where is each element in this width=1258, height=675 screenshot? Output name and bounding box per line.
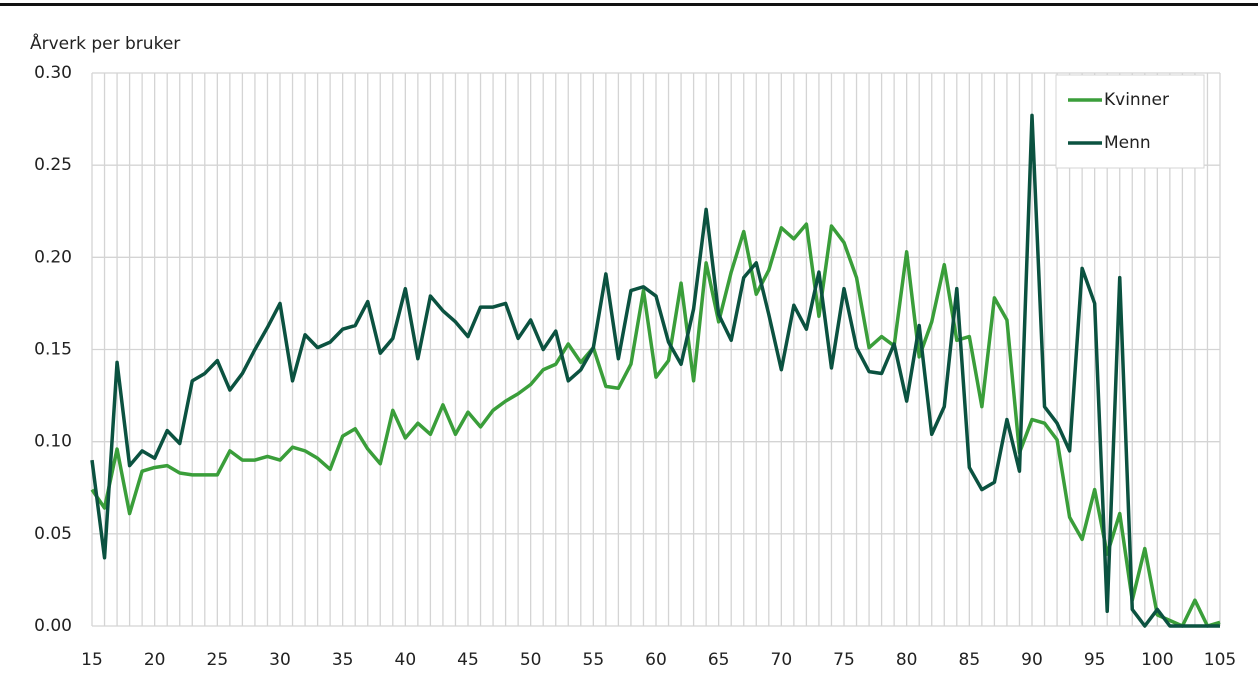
legend-label: Menn	[1104, 133, 1151, 153]
x-tick-label: 55	[583, 650, 605, 670]
x-tick-label: 40	[395, 650, 417, 670]
x-tick-label: 20	[144, 650, 166, 670]
x-tick-label: 90	[1021, 650, 1043, 670]
legend-label: Kvinner	[1104, 90, 1169, 110]
legend-box	[1055, 74, 1205, 169]
x-tick-label: 65	[708, 650, 730, 670]
y-tick-label: 0.10	[34, 432, 72, 452]
x-tick-label: 75	[833, 650, 855, 670]
x-tick-label: 30	[269, 650, 291, 670]
x-tick-label: 85	[959, 650, 981, 670]
x-tick-label: 15	[81, 650, 103, 670]
x-tick-label: 50	[520, 650, 542, 670]
x-tick-label: 45	[457, 650, 479, 670]
y-tick-label: 0.20	[34, 247, 72, 267]
x-tick-label: 95	[1084, 650, 1106, 670]
x-tick-label: 80	[896, 650, 918, 670]
line	[90, 113, 1220, 628]
y-tick-label: 0.25	[34, 155, 72, 175]
x-tick-label: 35	[332, 650, 354, 670]
y-tick-label: 0.05	[34, 524, 72, 544]
y-tick-label: 0.00	[34, 616, 72, 636]
x-tick-label: 105	[1204, 650, 1236, 670]
y-tick-label: 0.15	[34, 340, 72, 360]
x-tick-label: 60	[645, 650, 667, 670]
y-axis-label: Årverk per bruker	[30, 32, 180, 54]
y-tick-label: 0.30	[34, 63, 72, 83]
line	[90, 222, 1221, 628]
x-tick-label: 70	[771, 650, 793, 670]
x-tick-label: 25	[207, 650, 229, 670]
x-tick-label: 100	[1141, 650, 1173, 670]
top-rule	[0, 3, 1258, 6]
